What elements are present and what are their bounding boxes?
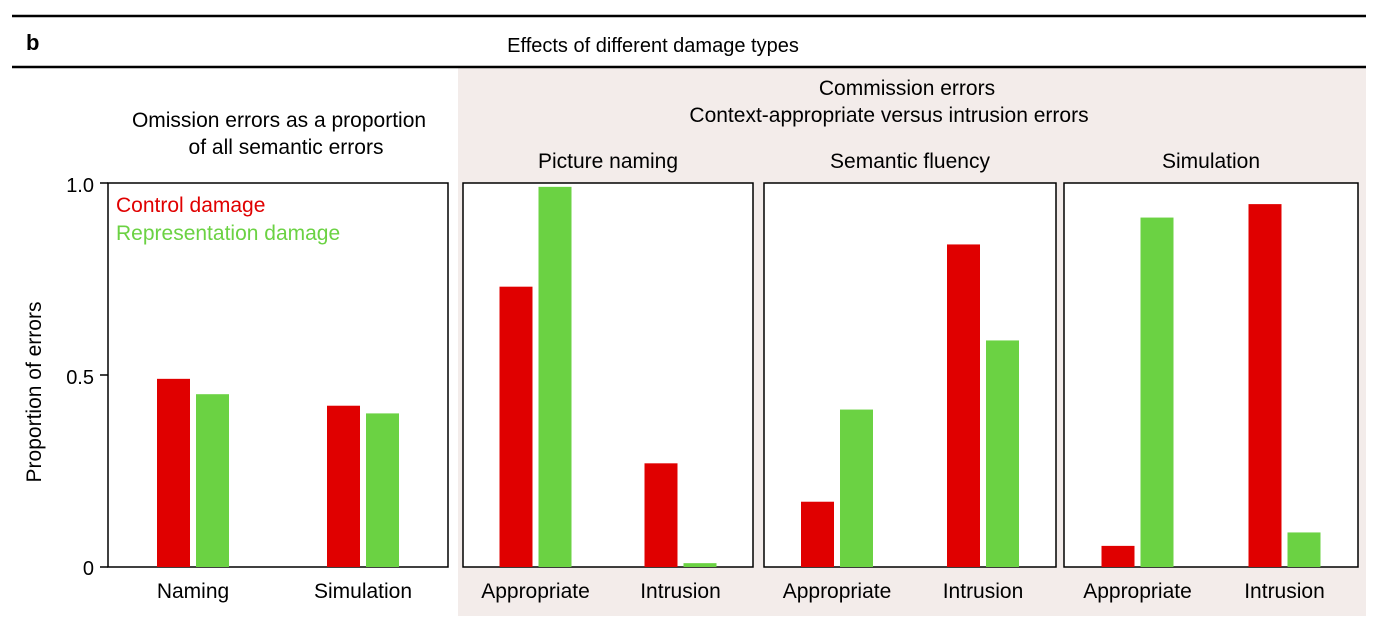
bar: [1287, 532, 1321, 567]
category-label: Intrusion: [640, 580, 721, 603]
bar: [1101, 545, 1135, 567]
omission-title-line2: of all semantic errors: [189, 136, 384, 159]
ytick-label: 0.5: [66, 367, 94, 389]
panel-label: b: [26, 30, 39, 55]
category-label: Simulation: [314, 580, 412, 603]
ytick-label: 0: [83, 558, 94, 580]
panel-title: Picture naming: [538, 150, 678, 173]
bar: [157, 378, 190, 567]
category-label: Appropriate: [481, 580, 590, 603]
commission-title-line2: Context-appropriate versus intrusion err…: [689, 104, 1088, 127]
bar: [986, 340, 1019, 567]
panel-title: Simulation: [1162, 150, 1260, 173]
bar: [499, 286, 533, 567]
legend-representation: Representation damage: [116, 222, 340, 245]
y-axis-label: Proportion of errors: [23, 302, 46, 483]
bar: [366, 413, 399, 567]
panel-frame: [107, 182, 449, 568]
omission-title-line1: Omission errors as a proportion: [132, 109, 426, 132]
bar: [1248, 204, 1282, 567]
category-label: Intrusion: [1244, 580, 1325, 603]
category-label: Appropriate: [783, 580, 892, 603]
bar-panels: Naming Simulation Picture naming Appropriat…: [107, 150, 1359, 603]
bar: [840, 409, 873, 567]
bar: [327, 405, 360, 567]
figure-title: Effects of different damage types: [507, 35, 799, 57]
bar: [801, 501, 834, 567]
bar: [1140, 217, 1174, 567]
bar: [538, 186, 572, 567]
category-label: Appropriate: [1083, 580, 1192, 603]
ytick-label: 1.0: [66, 175, 94, 197]
bar: [947, 244, 980, 567]
panel-title: Semantic fluency: [830, 150, 990, 173]
category-label: Intrusion: [943, 580, 1024, 603]
commission-title-line1: Commission errors: [819, 77, 995, 100]
bar: [196, 394, 229, 567]
bar: [683, 563, 717, 567]
legend-control: Control damage: [116, 194, 265, 217]
bar: [644, 463, 678, 567]
category-label: Naming: [157, 580, 229, 603]
panel-frame: [1063, 182, 1359, 568]
